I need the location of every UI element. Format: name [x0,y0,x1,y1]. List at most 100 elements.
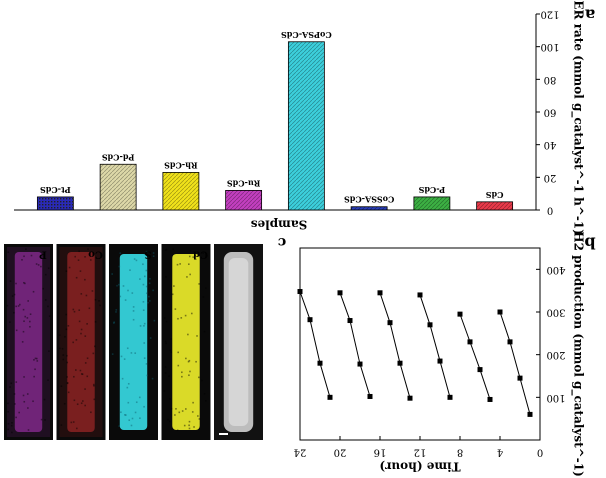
speckle [84,278,86,281]
bar-pattern [162,172,199,210]
speckle [67,391,70,394]
speckle [23,400,26,403]
speckle [94,298,97,301]
speckle [118,283,120,286]
bar-pattern [225,190,262,210]
speckle [146,292,148,295]
element-rod [14,252,43,432]
speckle [164,366,167,368]
speckle [30,254,33,257]
data-point [387,320,393,326]
speckle [81,373,84,376]
speckle [131,292,134,294]
speckle [127,401,130,404]
speckle [92,352,95,355]
speckle [84,404,86,407]
speckle [120,355,123,358]
speckle [33,375,35,378]
speckle [22,330,25,333]
speckle [44,419,46,421]
speckle [165,320,168,323]
speckle [135,401,138,404]
speckle [171,293,174,296]
speckle [15,282,17,285]
speckle [164,372,167,374]
y-axis-label: HER rate (mmol g_catalyst^-1 h^-1) [571,0,586,235]
speckle [15,329,18,332]
speckle [202,296,205,298]
speckle [146,374,148,377]
speckle [23,281,25,284]
speckle [174,308,177,310]
speckle [11,295,14,297]
speckle [124,299,127,301]
speckle [84,362,87,364]
speckle [65,270,68,273]
speckle [181,410,184,412]
speckle [68,266,71,269]
speckle [205,287,207,289]
speckle [11,431,13,434]
speckle [61,347,64,350]
speckle [66,354,68,357]
speckle [64,335,66,338]
speckle [188,420,191,423]
x-axis-label: Time (hour) [379,460,460,474]
y-tick-label: 100 [546,392,565,403]
speckle [169,349,172,352]
speckle [88,307,91,310]
speckle [116,284,118,287]
speckle [170,338,172,340]
speckle [75,369,77,371]
speckle [189,249,192,252]
bar-label: P-CdS [418,185,445,195]
speckle [134,411,137,414]
speckle [147,301,149,304]
speckle [23,320,25,323]
speckle [73,310,76,313]
speckle [79,270,82,272]
speckle [13,293,16,296]
speckle [142,301,145,303]
speckle [25,248,27,250]
series-line [299,291,331,398]
speckle [48,350,50,352]
speckle [191,411,194,413]
data-point [407,395,413,401]
speckle [32,400,34,403]
plot-frame [299,247,541,441]
speckle [58,347,61,350]
speckle [9,386,11,388]
speckle [40,418,43,421]
speckle [33,359,35,361]
series-line [459,313,491,400]
speckle [185,408,187,410]
speckle [190,312,193,315]
y-tick-label: 0 [547,205,553,216]
speckle [192,256,194,258]
speckle [86,357,89,360]
speckle [78,309,81,311]
speckle [177,351,180,354]
speckle [80,328,83,331]
data-point [497,309,503,315]
speckle [86,375,89,378]
speckle [139,278,141,280]
speckle [145,269,148,272]
speckle [27,407,29,409]
speckle [37,264,40,266]
speckle [6,304,9,307]
speckle [129,269,131,271]
speckle [121,377,124,380]
speckle [175,408,177,410]
speckle [73,399,76,402]
data-point [367,393,373,399]
y-tick-label: 300 [546,307,565,318]
speckle [84,256,86,258]
speckle [89,259,92,261]
speckle [92,383,95,386]
bar-label: CdS [486,190,504,200]
speckle [11,422,13,424]
speckle [143,342,146,344]
